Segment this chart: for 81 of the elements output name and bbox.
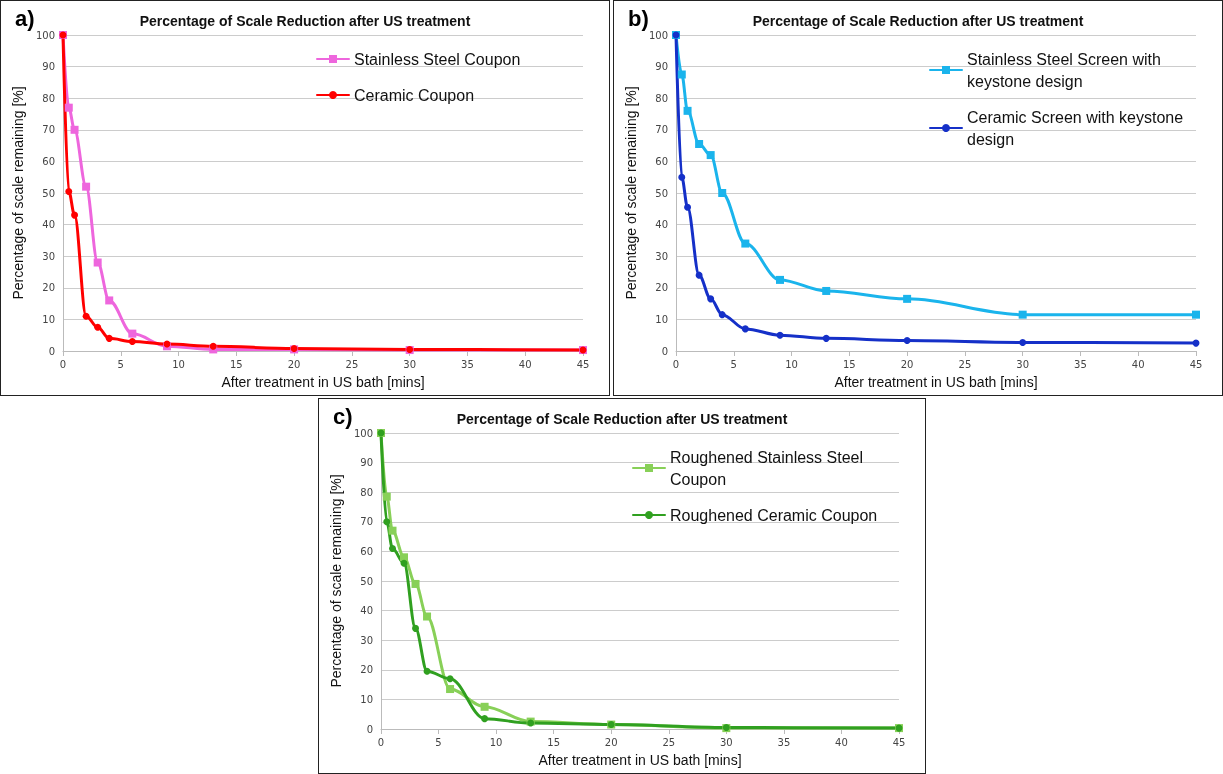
x-tick-label: 5: [730, 358, 737, 370]
x-tick-label: 10: [785, 358, 798, 370]
y-tick-label: 60: [42, 155, 55, 167]
y-tick-label: 90: [655, 61, 668, 73]
text: c): [333, 403, 353, 429]
x-tick-label: 30: [719, 736, 733, 748]
y-tick-label: 10: [655, 313, 668, 325]
x-tick-label: 0: [672, 358, 680, 370]
y-tick-label: 80: [655, 92, 668, 104]
legend-label: Stainless Steel Coupon: [354, 50, 521, 68]
legend-label: Roughened Stainless Steel Coupon: [670, 448, 868, 488]
y-tick-label: 30: [655, 250, 668, 262]
y-tick-label: 40: [655, 219, 668, 231]
legend-label: Ceramic Coupon: [354, 86, 475, 104]
y-tick-label: 50: [42, 187, 55, 199]
x-tick-label: 30: [403, 358, 417, 370]
y-axis-title: Percentage of scale remaining [%]: [328, 474, 345, 688]
legend-label: Ceramic Screen with keystone design: [967, 108, 1188, 148]
x-tick-label: 25: [958, 358, 972, 370]
text: b): [628, 5, 649, 31]
chart-title: Percentage of Scale Reduction after US treatment: [139, 13, 471, 29]
y-tick-label: 70: [360, 516, 373, 528]
y-tick-label: 0: [48, 345, 55, 357]
x-tick-label: 40: [518, 358, 532, 370]
legend-label: Stainless Steel Screen with keystone design: [967, 50, 1166, 90]
y-tick-label: 10: [360, 693, 373, 705]
y-tick-label: 20: [42, 282, 55, 294]
y-tick-label: 40: [360, 605, 373, 617]
x-tick-label: 0: [59, 358, 67, 370]
y-tick-label: 40: [42, 219, 55, 231]
text: a): [15, 5, 35, 31]
y-tick-label: 0: [366, 723, 373, 735]
y-tick-label: 30: [360, 634, 373, 646]
x-tick-label: 15: [842, 358, 856, 370]
x-tick-label: 35: [777, 736, 791, 748]
x-tick-label: 45: [1189, 358, 1203, 370]
x-tick-label: 10: [489, 736, 503, 748]
y-tick-label: 80: [42, 92, 55, 104]
x-tick-label: 35: [1074, 358, 1087, 370]
y-tick-label: 80: [360, 486, 373, 498]
x-tick-label: 15: [547, 736, 561, 748]
y-tick-label: 30: [42, 250, 55, 262]
chart-title: Percentage of Scale Reduction after US treatment: [456, 411, 788, 427]
x-tick-label: 0: [377, 736, 385, 748]
x-tick-label: 45: [576, 358, 590, 370]
x-axis-title: After treatment in US bath [mins]: [834, 374, 1038, 390]
y-tick-label: 0: [661, 345, 668, 357]
x-tick-label: 20: [287, 358, 301, 370]
y-axis-title: Percentage of scale remaining [%]: [623, 86, 640, 300]
y-tick-label: 90: [360, 457, 373, 469]
y-tick-label: 100: [353, 427, 373, 439]
x-axis-title: After treatment in US bath [mins]: [538, 752, 742, 768]
x-tick-label: 40: [1131, 358, 1145, 370]
legend-label: Roughened Ceramic Coupon: [670, 506, 878, 524]
y-tick-label: 90: [42, 61, 55, 73]
y-tick-label: 60: [360, 545, 373, 557]
x-tick-label: 20: [604, 736, 618, 748]
y-tick-label: 60: [655, 155, 668, 167]
chart-title: Percentage of Scale Reduction after US treatment: [752, 13, 1084, 29]
x-tick-label: 45: [892, 736, 906, 748]
y-tick-label: 50: [655, 187, 668, 199]
x-axis-title: After treatment in US bath [mins]: [221, 374, 425, 390]
x-tick-label: 10: [172, 358, 185, 370]
x-tick-label: 25: [662, 736, 676, 748]
y-tick-label: 70: [42, 124, 55, 136]
x-tick-label: 30: [1016, 358, 1030, 370]
x-tick-label: 5: [435, 736, 442, 748]
x-tick-label: 5: [117, 358, 124, 370]
x-tick-label: 20: [900, 358, 914, 370]
y-axis-title: Percentage of scale remaining [%]: [10, 86, 27, 300]
x-tick-label: 35: [461, 358, 474, 370]
y-tick-label: 50: [360, 575, 373, 587]
y-tick-label: 20: [655, 282, 668, 294]
y-tick-label: 100: [648, 29, 668, 41]
y-tick-label: 70: [655, 124, 668, 136]
y-tick-label: 100: [35, 29, 55, 41]
x-tick-label: 40: [835, 736, 848, 748]
x-tick-label: 15: [229, 358, 243, 370]
x-tick-label: 25: [345, 358, 359, 370]
y-tick-label: 10: [42, 313, 55, 325]
y-tick-label: 20: [360, 664, 373, 676]
